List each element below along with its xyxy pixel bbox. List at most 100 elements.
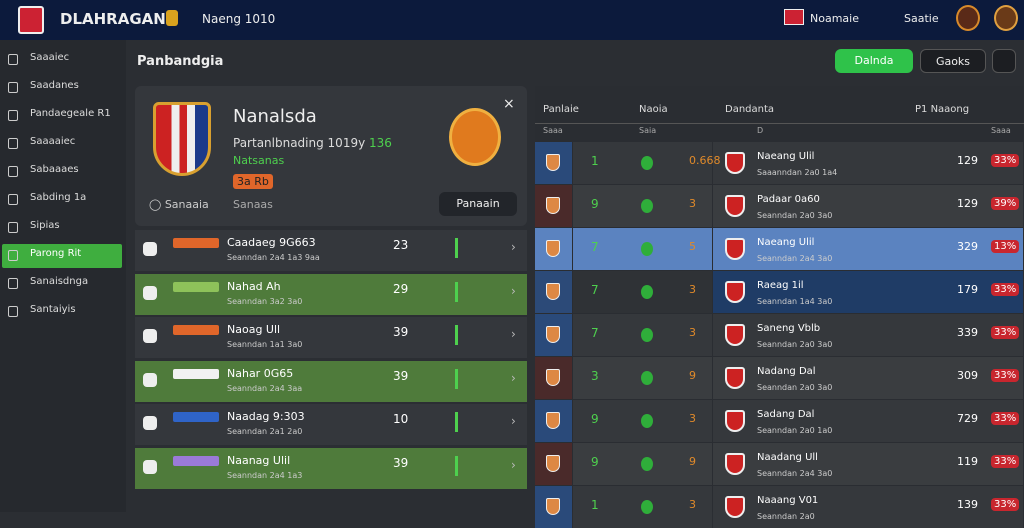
cell-b: 3 bbox=[689, 412, 696, 425]
column-subheader: Saaa bbox=[991, 126, 1011, 135]
team-name: Padaar 0a60 bbox=[757, 194, 820, 205]
value: 136 bbox=[369, 136, 392, 150]
row-name: Nahar 0G65 bbox=[227, 366, 294, 380]
secondary-button[interactable]: Gaoks bbox=[920, 49, 986, 73]
table-row[interactable]: 9 9 Naadang Ull Seanndan 2a4 3a0 119 33% bbox=[535, 443, 1024, 485]
crest bbox=[546, 326, 560, 343]
cell-b: 3 bbox=[689, 326, 696, 339]
cell bbox=[713, 357, 1023, 399]
cell-a: 9 bbox=[591, 455, 599, 469]
table-row[interactable]: 7 5 Naeang Ulil Seanndan 2a4 3a0 329 13% bbox=[535, 228, 1024, 270]
row-sub: Seanndan 1a1 3a0 bbox=[227, 340, 303, 349]
card-title: Nanalsda bbox=[233, 106, 317, 127]
close-button[interactable]: × bbox=[503, 96, 515, 112]
page-title: Panbandgia bbox=[137, 54, 224, 69]
row-icon bbox=[143, 285, 157, 300]
list-row[interactable]: Nahar 0G65 Seanndan 2a4 3aa 39 › bbox=[135, 360, 527, 402]
nav-item[interactable]: Saadanes bbox=[30, 80, 79, 91]
row-icon bbox=[143, 329, 157, 343]
row-value: 10 bbox=[393, 412, 409, 426]
table-row[interactable]: 7 3 Raeag 1il Seanndan 1a4 3a0 179 33% bbox=[535, 271, 1024, 313]
search-button[interactable] bbox=[992, 49, 1016, 73]
nav-item[interactable]: Saaaiec bbox=[30, 52, 70, 63]
cell-a: 1 bbox=[591, 498, 599, 512]
avatar[interactable] bbox=[956, 5, 980, 31]
column-header[interactable]: Naoia bbox=[639, 104, 668, 115]
row-bar bbox=[455, 455, 458, 476]
list-row[interactable]: Naadag 9:303 Seanndan 2a1 2a0 10 › bbox=[135, 404, 527, 445]
primary-button[interactable]: Dalnda bbox=[835, 49, 913, 73]
avatar[interactable] bbox=[994, 5, 1018, 31]
column-header[interactable]: P1 Naaong bbox=[915, 104, 970, 115]
nav-icon bbox=[8, 222, 18, 233]
nav-item[interactable]: Sabaaaes bbox=[30, 164, 79, 175]
cell-a: 9 bbox=[591, 412, 599, 426]
card-link[interactable]: Sanaas bbox=[233, 198, 273, 211]
row-icon bbox=[143, 459, 157, 474]
user-b[interactable]: Saatie bbox=[904, 12, 939, 25]
table-row[interactable]: 9 3 Sadang Dal Seanndan 2a0 1a0 729 33% bbox=[535, 400, 1024, 442]
team-crest bbox=[725, 152, 745, 174]
row-value: 23 bbox=[393, 238, 409, 252]
nav-tab[interactable]: Naeng 1010 bbox=[202, 12, 276, 26]
nav-item[interactable]: Sabding 1a bbox=[30, 192, 87, 203]
team-sub: Seanndan 2a0 3a0 bbox=[757, 340, 833, 349]
cell-b: 5 bbox=[689, 240, 696, 253]
card-action[interactable]: Panaain bbox=[439, 192, 517, 216]
list-row[interactable]: Caadaeg 9G663 Seanndan 2a4 1a3 9aa 23 › bbox=[135, 230, 527, 271]
nav-item[interactable]: Saaaaiec bbox=[30, 136, 76, 147]
row-tag bbox=[173, 325, 219, 335]
text: Partanlbnading 1019y bbox=[233, 136, 366, 150]
row-sub: Seanndan 2a4 1a3 bbox=[227, 470, 303, 480]
top-bar: DLAHRAGAN Naeng 1010 Noamaie Saatie bbox=[0, 0, 1024, 40]
row-sub: Seanndan 2a1 2a0 bbox=[227, 427, 303, 436]
row-icon bbox=[143, 416, 157, 430]
table-row[interactable]: 1 3 Naaang V01 Seanndan 2a0 139 33% bbox=[535, 486, 1024, 528]
team-crest bbox=[725, 195, 745, 217]
nav-item[interactable]: Parong Rit bbox=[30, 248, 82, 259]
column-subheader: Saaa bbox=[543, 126, 563, 135]
user-a[interactable]: Noamaie bbox=[810, 12, 859, 25]
cell-b: 9 bbox=[689, 369, 696, 382]
nav-icon bbox=[8, 138, 18, 149]
list-row[interactable]: Nahad Ah Seanndan 3a2 3a0 29 › bbox=[135, 273, 527, 315]
nav-icon bbox=[8, 82, 18, 93]
team-sub: Seanndan 2a0 1a0 bbox=[757, 426, 833, 435]
score: 329 bbox=[957, 240, 978, 253]
cell bbox=[713, 271, 1023, 313]
status-dot bbox=[641, 199, 653, 213]
nav-item[interactable]: Sipias bbox=[30, 220, 60, 231]
table: Panlaie Naoia Dandanta P1 Naaong Saaa Saia D Sa… bbox=[535, 86, 1024, 528]
nav-item[interactable]: Sanaisdnga bbox=[30, 276, 89, 287]
crest bbox=[546, 240, 560, 257]
team-crest bbox=[725, 281, 745, 303]
row-tag bbox=[173, 281, 219, 292]
cell-a: 7 bbox=[591, 283, 599, 297]
emblem bbox=[449, 108, 501, 166]
team-name: Naaang V01 bbox=[757, 495, 819, 506]
column-header[interactable]: Dandanta bbox=[725, 104, 775, 115]
header-rule bbox=[535, 123, 1024, 124]
table-row[interactable]: 9 3 Padaar 0a60 Seanndan 2a0 3a0 129 39% bbox=[535, 185, 1024, 227]
nav-item[interactable]: Santaiyis bbox=[30, 304, 76, 315]
table-row[interactable]: 1 0.668 Naeang Ulil Saaanndan 2a0 1a4 129 33% bbox=[535, 142, 1024, 184]
crest bbox=[546, 455, 560, 472]
nav-item[interactable]: Pandaegeale R1 bbox=[30, 108, 111, 119]
list-row[interactable]: Naanag Ulil Seanndan 2a4 1a3 39 › bbox=[135, 447, 527, 489]
table-row[interactable]: 3 9 Nadang Dal Seanndan 2a0 3a0 309 33% bbox=[535, 357, 1024, 399]
list-row[interactable]: Naoag Ull Seanndan 1a1 3a0 39 › bbox=[135, 317, 527, 358]
badge: 33% bbox=[991, 455, 1020, 468]
team-name: Naeang Ulil bbox=[757, 237, 815, 248]
crest bbox=[546, 412, 560, 429]
row-name: Nahad Ah bbox=[227, 279, 281, 293]
active-highlight bbox=[2, 244, 122, 268]
team-name: Naadang Ull bbox=[757, 452, 818, 463]
row-sub: Seanndan 3a2 3a0 bbox=[227, 296, 303, 306]
card-link[interactable]: ◯ Sanaaia bbox=[149, 198, 209, 211]
cell-a: 3 bbox=[591, 369, 599, 383]
row-icon bbox=[143, 372, 157, 387]
table-row[interactable]: 7 3 Saneng Vblb Seanndan 2a0 3a0 339 33% bbox=[535, 314, 1024, 356]
card-badge: 3a Rb bbox=[233, 174, 273, 189]
column-header[interactable]: Panlaie bbox=[543, 104, 579, 115]
status-dot bbox=[641, 156, 653, 170]
